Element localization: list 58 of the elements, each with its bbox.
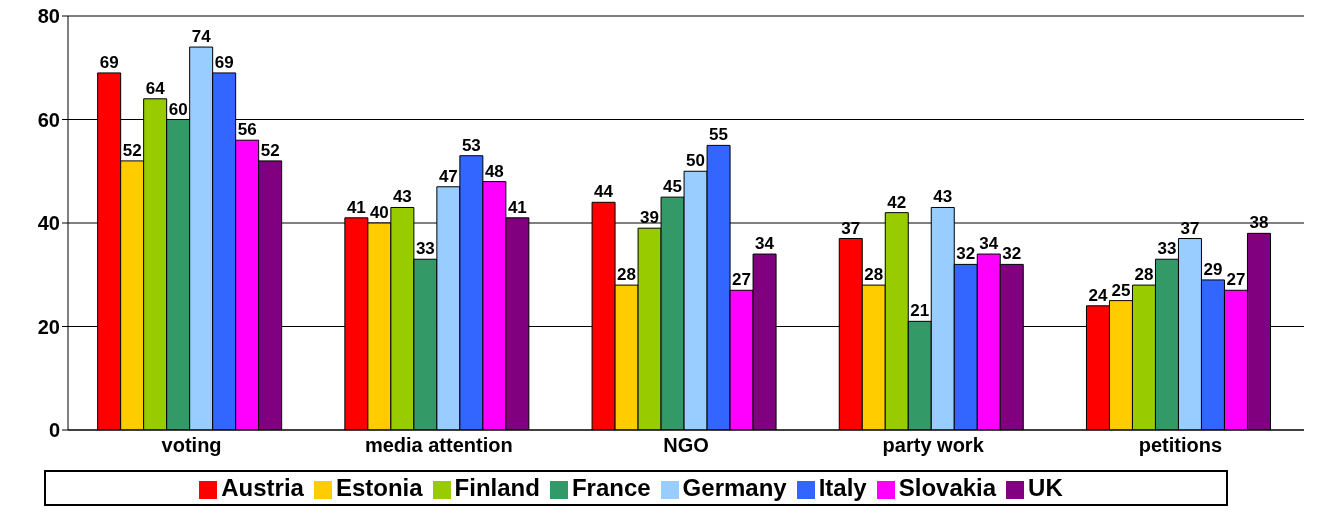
data-label: 44 <box>594 182 614 202</box>
data-label: 40 <box>369 203 389 222</box>
legend-label: Austria <box>221 474 304 501</box>
y-tick-label: 40 <box>37 212 60 235</box>
data-label: 69 <box>99 52 119 72</box>
data-label: 33 <box>1157 239 1177 259</box>
legend-label: Germany <box>682 474 787 501</box>
data-label: 64 <box>145 78 166 98</box>
data-label: 34 <box>979 234 999 254</box>
data-label: 55 <box>709 125 729 145</box>
data-label: 39 <box>640 208 660 228</box>
data-label: 37 <box>1180 218 1200 238</box>
legend-label: UK <box>1028 474 1063 501</box>
legend-label: France <box>571 474 651 501</box>
data-label: 41 <box>346 197 366 217</box>
data-label: 42 <box>887 192 907 212</box>
data-label: 24 <box>1088 285 1108 305</box>
data-label: 48 <box>484 161 504 181</box>
data-label: 29 <box>1203 259 1223 279</box>
data-label: 43 <box>933 187 953 207</box>
y-tick-label: 0 <box>48 419 60 442</box>
y-tick-label: 80 <box>37 5 60 28</box>
data-label: 27 <box>732 270 752 290</box>
data-label: 21 <box>910 301 930 321</box>
data-label: 28 <box>1134 265 1154 285</box>
data-label: 53 <box>461 135 481 155</box>
data-label: 45 <box>663 177 683 197</box>
legend-label: Slovakia <box>898 474 997 501</box>
data-label: 37 <box>841 218 861 238</box>
data-label: 32 <box>1002 244 1022 264</box>
data-label: 60 <box>168 99 188 119</box>
x-tick-label: party work <box>882 434 985 457</box>
data-label: 41 <box>507 197 527 217</box>
y-tick-label: 20 <box>37 315 60 338</box>
data-label: 69 <box>214 52 234 72</box>
legend-label: Finland <box>454 474 540 501</box>
data-label: 52 <box>122 140 142 160</box>
y-tick-label: 60 <box>37 108 60 131</box>
data-label: 50 <box>686 151 706 171</box>
data-label: 43 <box>392 187 412 207</box>
data-label: 28 <box>617 265 637 285</box>
data-label: 47 <box>438 166 458 186</box>
legend-label: Italy <box>818 474 867 501</box>
data-label: 56 <box>237 120 257 140</box>
data-label: 27 <box>1226 270 1246 290</box>
data-label: 32 <box>956 244 976 264</box>
data-label: 74 <box>191 27 212 47</box>
x-tick-label: NGO <box>663 434 709 457</box>
data-label: 38 <box>1249 213 1269 233</box>
x-tick-label: voting <box>161 434 222 457</box>
data-label: 34 <box>755 234 775 254</box>
data-label: 28 <box>864 265 884 285</box>
data-label: 25 <box>1111 280 1131 300</box>
legend-label: Estonia <box>335 474 423 501</box>
data-label: 52 <box>260 140 280 160</box>
data-label: 33 <box>415 239 435 259</box>
x-tick-label: petitions <box>1138 434 1223 457</box>
x-tick-label: media attention <box>364 434 513 457</box>
